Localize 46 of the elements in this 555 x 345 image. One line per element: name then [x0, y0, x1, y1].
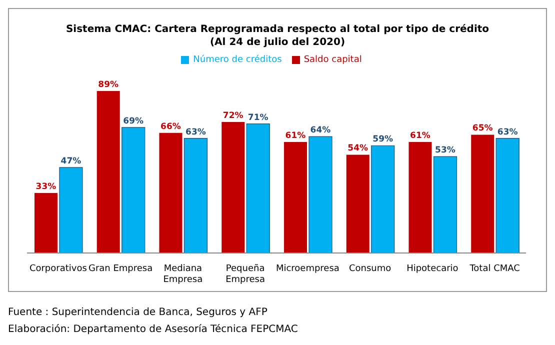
x-tick-label: Corporativos [29, 264, 88, 274]
bar [408, 142, 432, 253]
data-label: 63% [186, 127, 206, 138]
data-label: 61% [410, 130, 431, 141]
data-label: 53% [435, 146, 456, 156]
bar [59, 167, 83, 254]
data-label: 64% [310, 126, 332, 136]
bar [96, 91, 120, 253]
chart-title: Sistema CMAC: Cartera Reprogramada respecto al total por tipo de crédito [64, 23, 490, 36]
data-label: 71% [248, 112, 269, 123]
x-tick-label: Total CMAC [468, 264, 520, 274]
data-label: 59% [372, 134, 394, 145]
data-label: 65% [472, 124, 494, 134]
bar [122, 127, 146, 254]
data-label: 63% [497, 127, 518, 138]
bar [308, 136, 332, 254]
bar [184, 138, 208, 254]
legend-label: Saldo capital [304, 55, 362, 65]
data-label: 61% [285, 130, 306, 141]
bar [471, 134, 494, 253]
data-label: 33% [36, 182, 57, 192]
bar [433, 156, 458, 254]
bar [346, 154, 370, 253]
chart-subtitle: (Al 24 de julio del 2020) [208, 36, 346, 49]
data-label: 54% [348, 144, 369, 154]
bar [496, 138, 520, 254]
data-label: 66% [160, 122, 182, 132]
data-label: 72% [222, 110, 244, 121]
data-label: 69% [123, 116, 144, 126]
bar [371, 145, 395, 254]
x-tick-label: Consumo [348, 264, 392, 274]
text: Elaboración: Departamento de Asesoría Técnica FEPCMAC [8, 323, 299, 337]
bar [159, 132, 182, 253]
x-tick-label: Microempresa [276, 264, 340, 274]
x-tick-label: Hipotecario [406, 264, 459, 274]
source-note: Fuente : Superintendencia de Banca, Seguros y AFP [8, 306, 268, 320]
bar [284, 142, 307, 253]
x-tick-label: Mediana Empresa [163, 264, 203, 285]
x-tick-label: Gran Empresa [88, 264, 153, 274]
data-label: 89% [98, 80, 120, 90]
x-tick-label: Pequeña Empresa [226, 264, 266, 285]
bar [34, 192, 58, 253]
legend-label: Número de créditos [193, 55, 282, 65]
data-label: 47% [60, 156, 82, 166]
bar [246, 123, 270, 254]
bar [222, 122, 245, 253]
